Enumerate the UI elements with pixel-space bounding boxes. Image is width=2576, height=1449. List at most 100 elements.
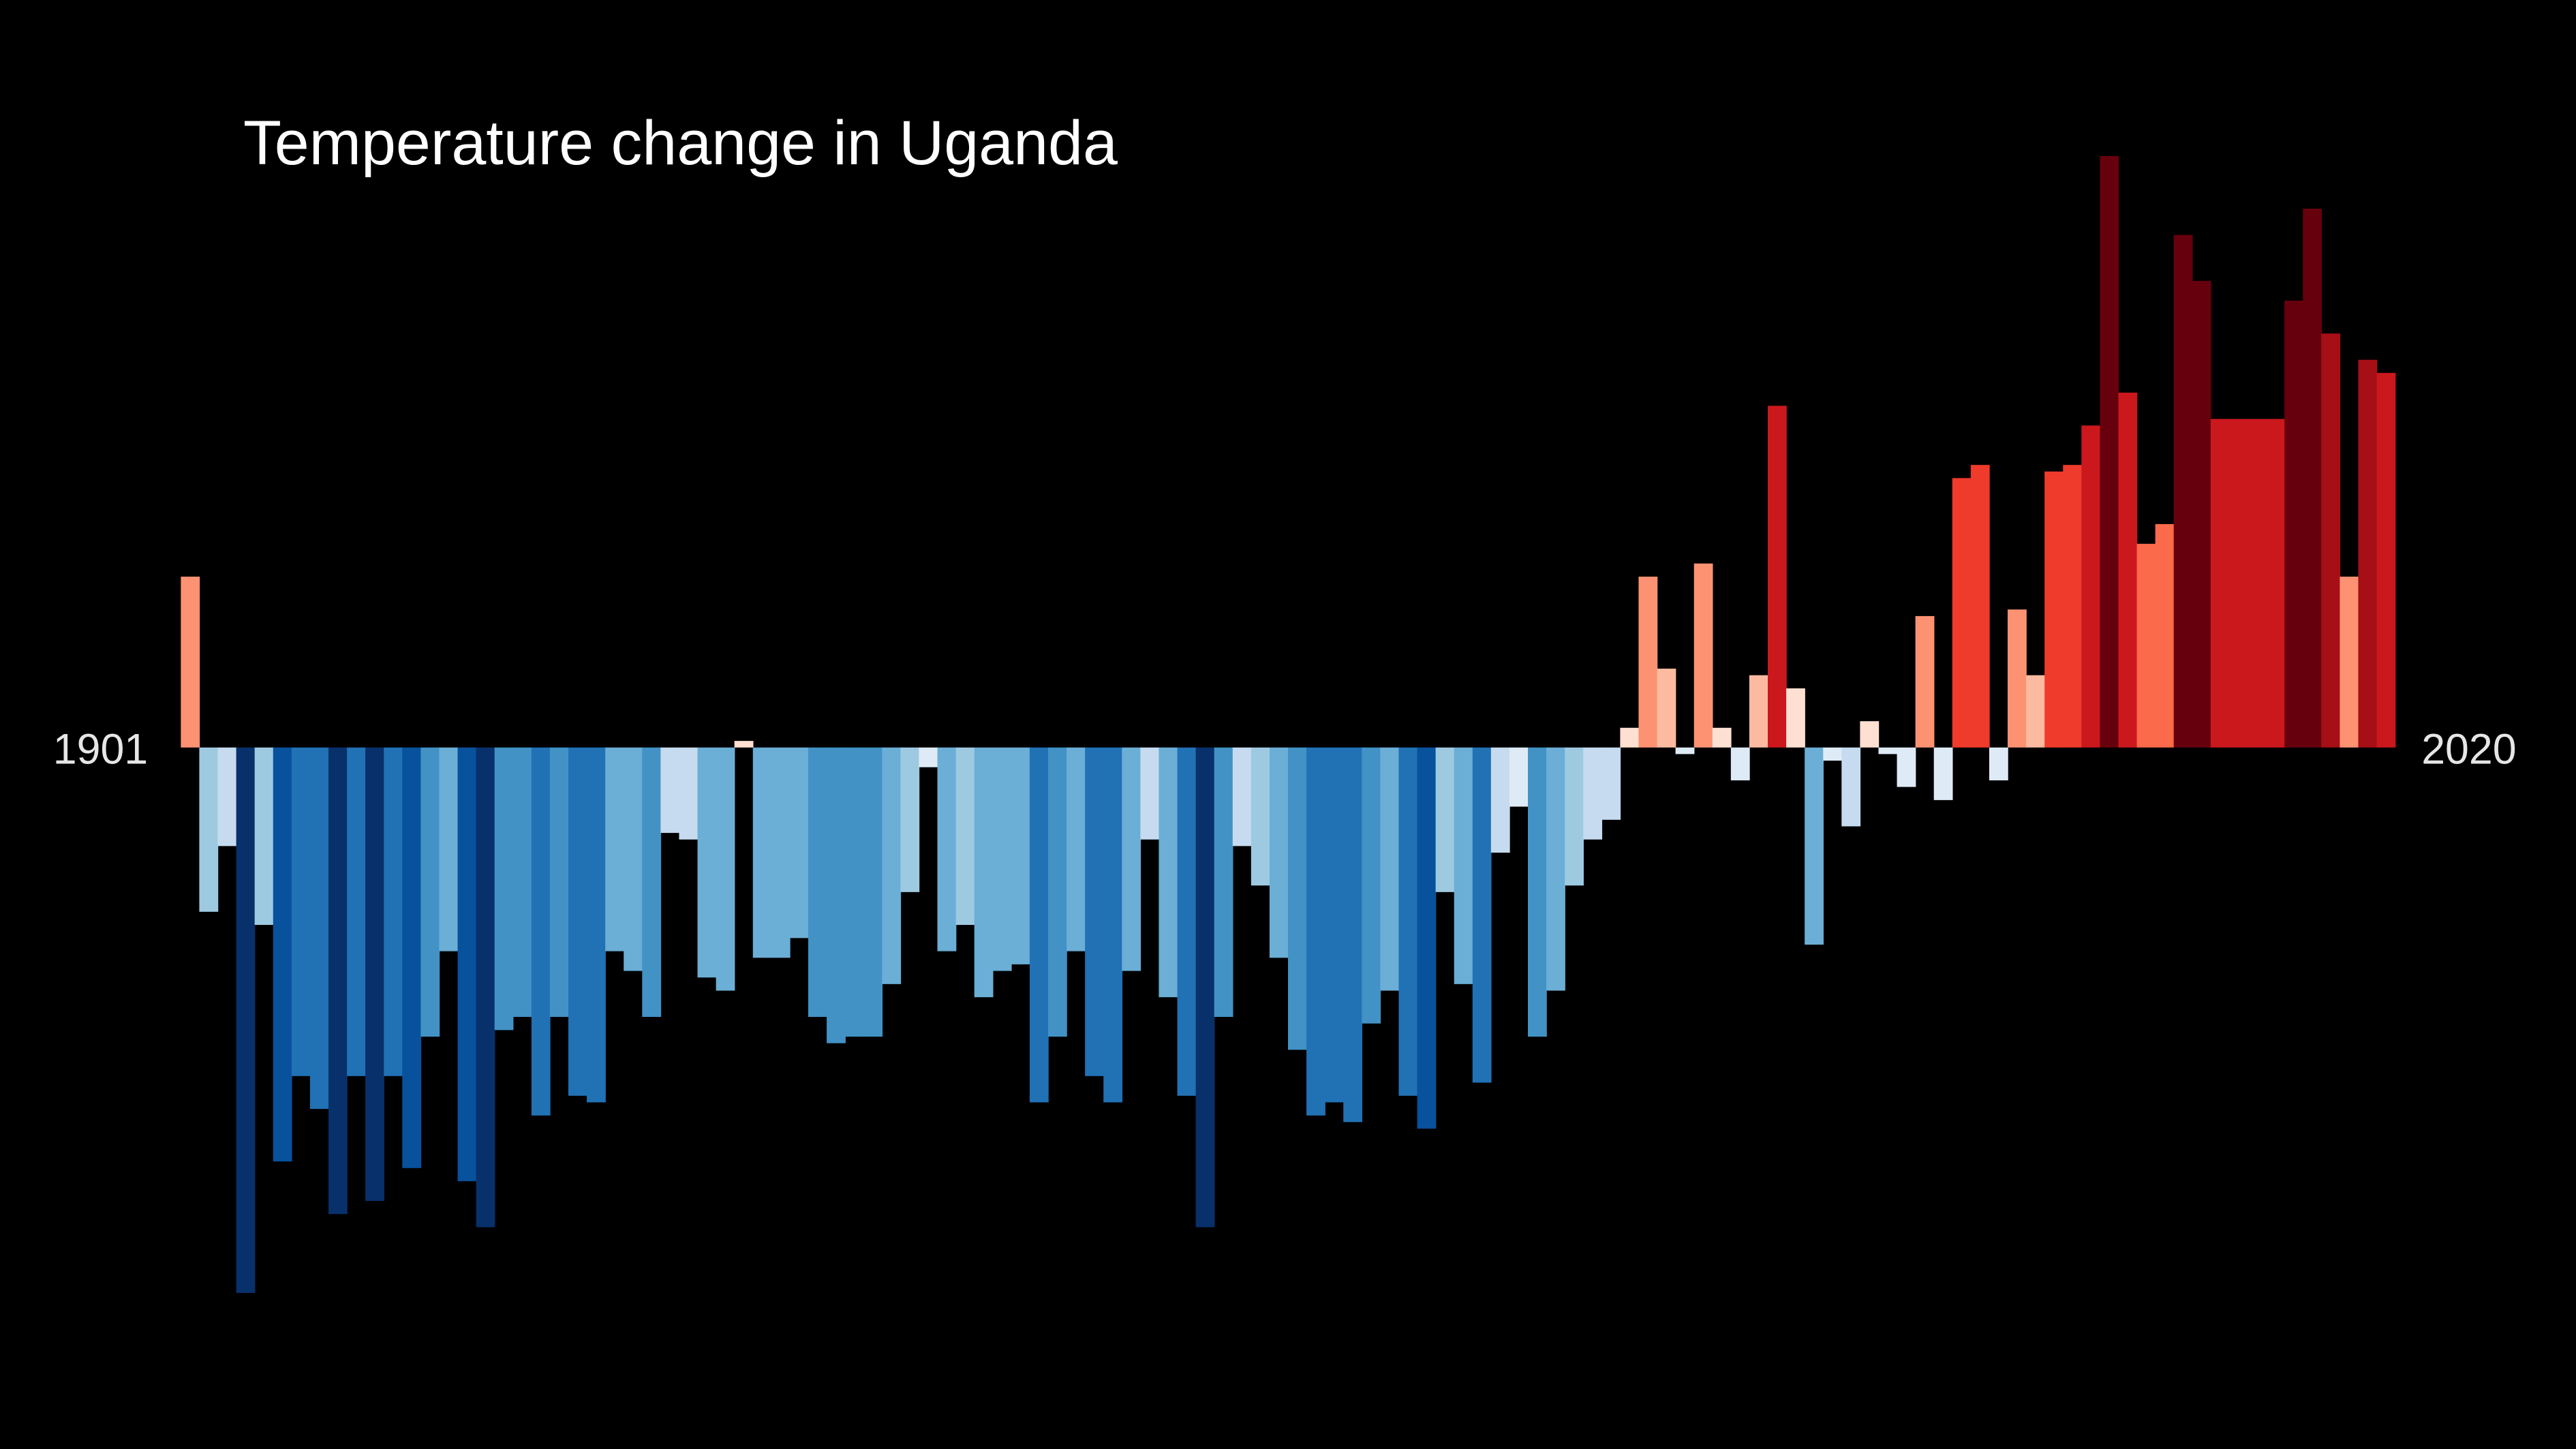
bar: [512, 747, 532, 1018]
bar: [605, 747, 624, 951]
bar: [2376, 373, 2396, 748]
bar: [254, 747, 274, 926]
bar: [236, 747, 256, 1294]
bar: [1528, 747, 1547, 1037]
bar: [1693, 563, 1713, 748]
bar: [1657, 669, 1676, 748]
bar: [1067, 747, 1086, 951]
bar: [642, 747, 662, 1018]
bar: [1989, 747, 2008, 780]
bar: [827, 747, 846, 1043]
bar: [1878, 747, 1898, 754]
bar: [955, 747, 975, 926]
bar: [549, 747, 569, 1018]
bar: [863, 747, 883, 1037]
bar: [1583, 747, 1603, 840]
bar: [697, 747, 717, 978]
bar: [1029, 747, 1049, 1103]
bar: [1435, 747, 1455, 892]
bar: [2358, 359, 2378, 748]
bar: [1970, 465, 1990, 748]
bar: [1325, 747, 1344, 1103]
bar: [476, 747, 495, 1227]
bar: [2026, 675, 2045, 748]
bar: [2192, 281, 2211, 748]
bar: [2155, 523, 2175, 748]
bar: [2100, 155, 2119, 748]
bar: [1140, 747, 1160, 840]
bar: [217, 747, 237, 846]
bar: [1546, 747, 1565, 991]
bar: [273, 747, 292, 1162]
bar: [2284, 301, 2303, 748]
bar: [1620, 727, 1640, 748]
bar: [439, 747, 459, 951]
bar: [1675, 747, 1695, 754]
bar: [919, 747, 938, 767]
bar: [1565, 747, 1584, 886]
bar: [1362, 747, 1381, 1024]
bar: [587, 747, 606, 1103]
bar: [1380, 747, 1400, 991]
bar: [2303, 209, 2322, 748]
bar: [309, 747, 329, 1110]
bar: [882, 747, 902, 984]
bar: [660, 747, 680, 834]
bar: [457, 747, 477, 1182]
bar: [1933, 747, 1953, 800]
bar: [347, 747, 366, 1076]
bar: [1047, 747, 1067, 1037]
bar: [1823, 747, 1843, 761]
bar: [1749, 675, 1768, 748]
bar: [1454, 747, 1473, 984]
bar: [679, 747, 699, 840]
bar: [531, 747, 551, 1116]
bar: [1417, 747, 1437, 1129]
bar: [1730, 747, 1750, 780]
bar: [1085, 747, 1104, 1076]
bar: [624, 747, 643, 971]
bar: [1509, 747, 1529, 807]
bar: [1398, 747, 1418, 1096]
bar: [384, 747, 403, 1076]
bar: [2063, 465, 2083, 748]
bar: [568, 747, 587, 1096]
bar: [937, 747, 957, 951]
bar: [328, 747, 348, 1215]
bar: [2136, 543, 2156, 748]
bar: [1638, 577, 1658, 748]
bar: [752, 747, 772, 958]
bar: [2118, 393, 2138, 748]
bar: [716, 747, 735, 991]
bar: [1177, 747, 1197, 1096]
bar: [2044, 471, 2064, 748]
bar: [1601, 747, 1621, 820]
bar: [2321, 333, 2341, 748]
bar: [1232, 747, 1252, 846]
bar: [2008, 609, 2027, 748]
bar: [2266, 418, 2285, 748]
bar: [845, 747, 864, 1037]
bar: [734, 741, 754, 748]
bar: [420, 747, 440, 1037]
bar: [1805, 747, 1824, 945]
bar: [1306, 747, 1325, 1116]
bar: [1159, 747, 1178, 998]
bar: [1269, 747, 1289, 958]
bar: [1343, 747, 1363, 1123]
bar: [181, 577, 200, 748]
bar: [2228, 418, 2248, 748]
bar: [365, 747, 384, 1202]
bar: [1952, 478, 1972, 748]
x-tick-label: 2020: [2421, 726, 2516, 774]
bar: [1897, 747, 1916, 787]
x-tick-label: 1901: [53, 726, 148, 774]
bar: [1122, 747, 1141, 971]
bar: [1472, 747, 1492, 1083]
chart-title: Temperature change in Uganda: [243, 108, 1118, 178]
bar: [1251, 747, 1270, 886]
bar: [789, 747, 809, 939]
bar: [199, 747, 219, 912]
bar: [2340, 577, 2359, 748]
